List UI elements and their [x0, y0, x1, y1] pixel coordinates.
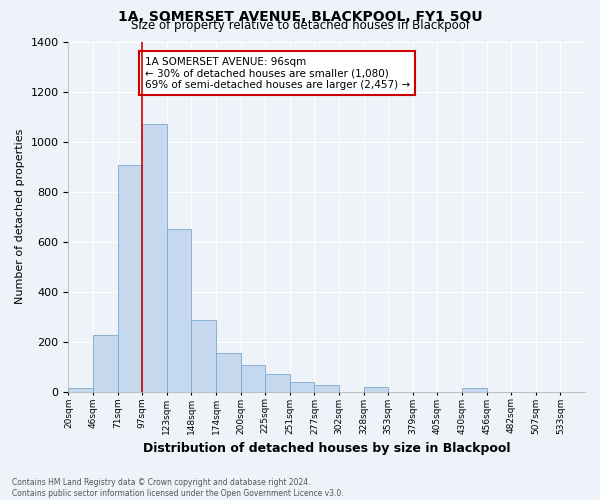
Bar: [142, 124, 167, 392]
Bar: [191, 320, 216, 392]
Bar: [265, 374, 290, 392]
Y-axis label: Number of detached properties: Number of detached properties: [15, 129, 25, 304]
X-axis label: Distribution of detached houses by size in Blackpool: Distribution of detached houses by size …: [143, 442, 511, 455]
Bar: [364, 386, 388, 392]
Text: Size of property relative to detached houses in Blackpool: Size of property relative to detached ho…: [131, 19, 469, 32]
Bar: [118, 166, 142, 392]
Bar: [68, 388, 93, 392]
Bar: [241, 366, 265, 392]
Bar: [290, 382, 314, 392]
Bar: [93, 336, 118, 392]
Text: 1A SOMERSET AVENUE: 96sqm
← 30% of detached houses are smaller (1,080)
69% of se: 1A SOMERSET AVENUE: 96sqm ← 30% of detac…: [145, 56, 410, 90]
Text: 1A, SOMERSET AVENUE, BLACKPOOL, FY1 5QU: 1A, SOMERSET AVENUE, BLACKPOOL, FY1 5QU: [118, 10, 482, 24]
Text: Contains HM Land Registry data © Crown copyright and database right 2024.
Contai: Contains HM Land Registry data © Crown c…: [12, 478, 344, 498]
Bar: [462, 388, 487, 392]
Bar: [167, 229, 191, 392]
Bar: [314, 386, 339, 392]
Bar: [216, 353, 241, 392]
